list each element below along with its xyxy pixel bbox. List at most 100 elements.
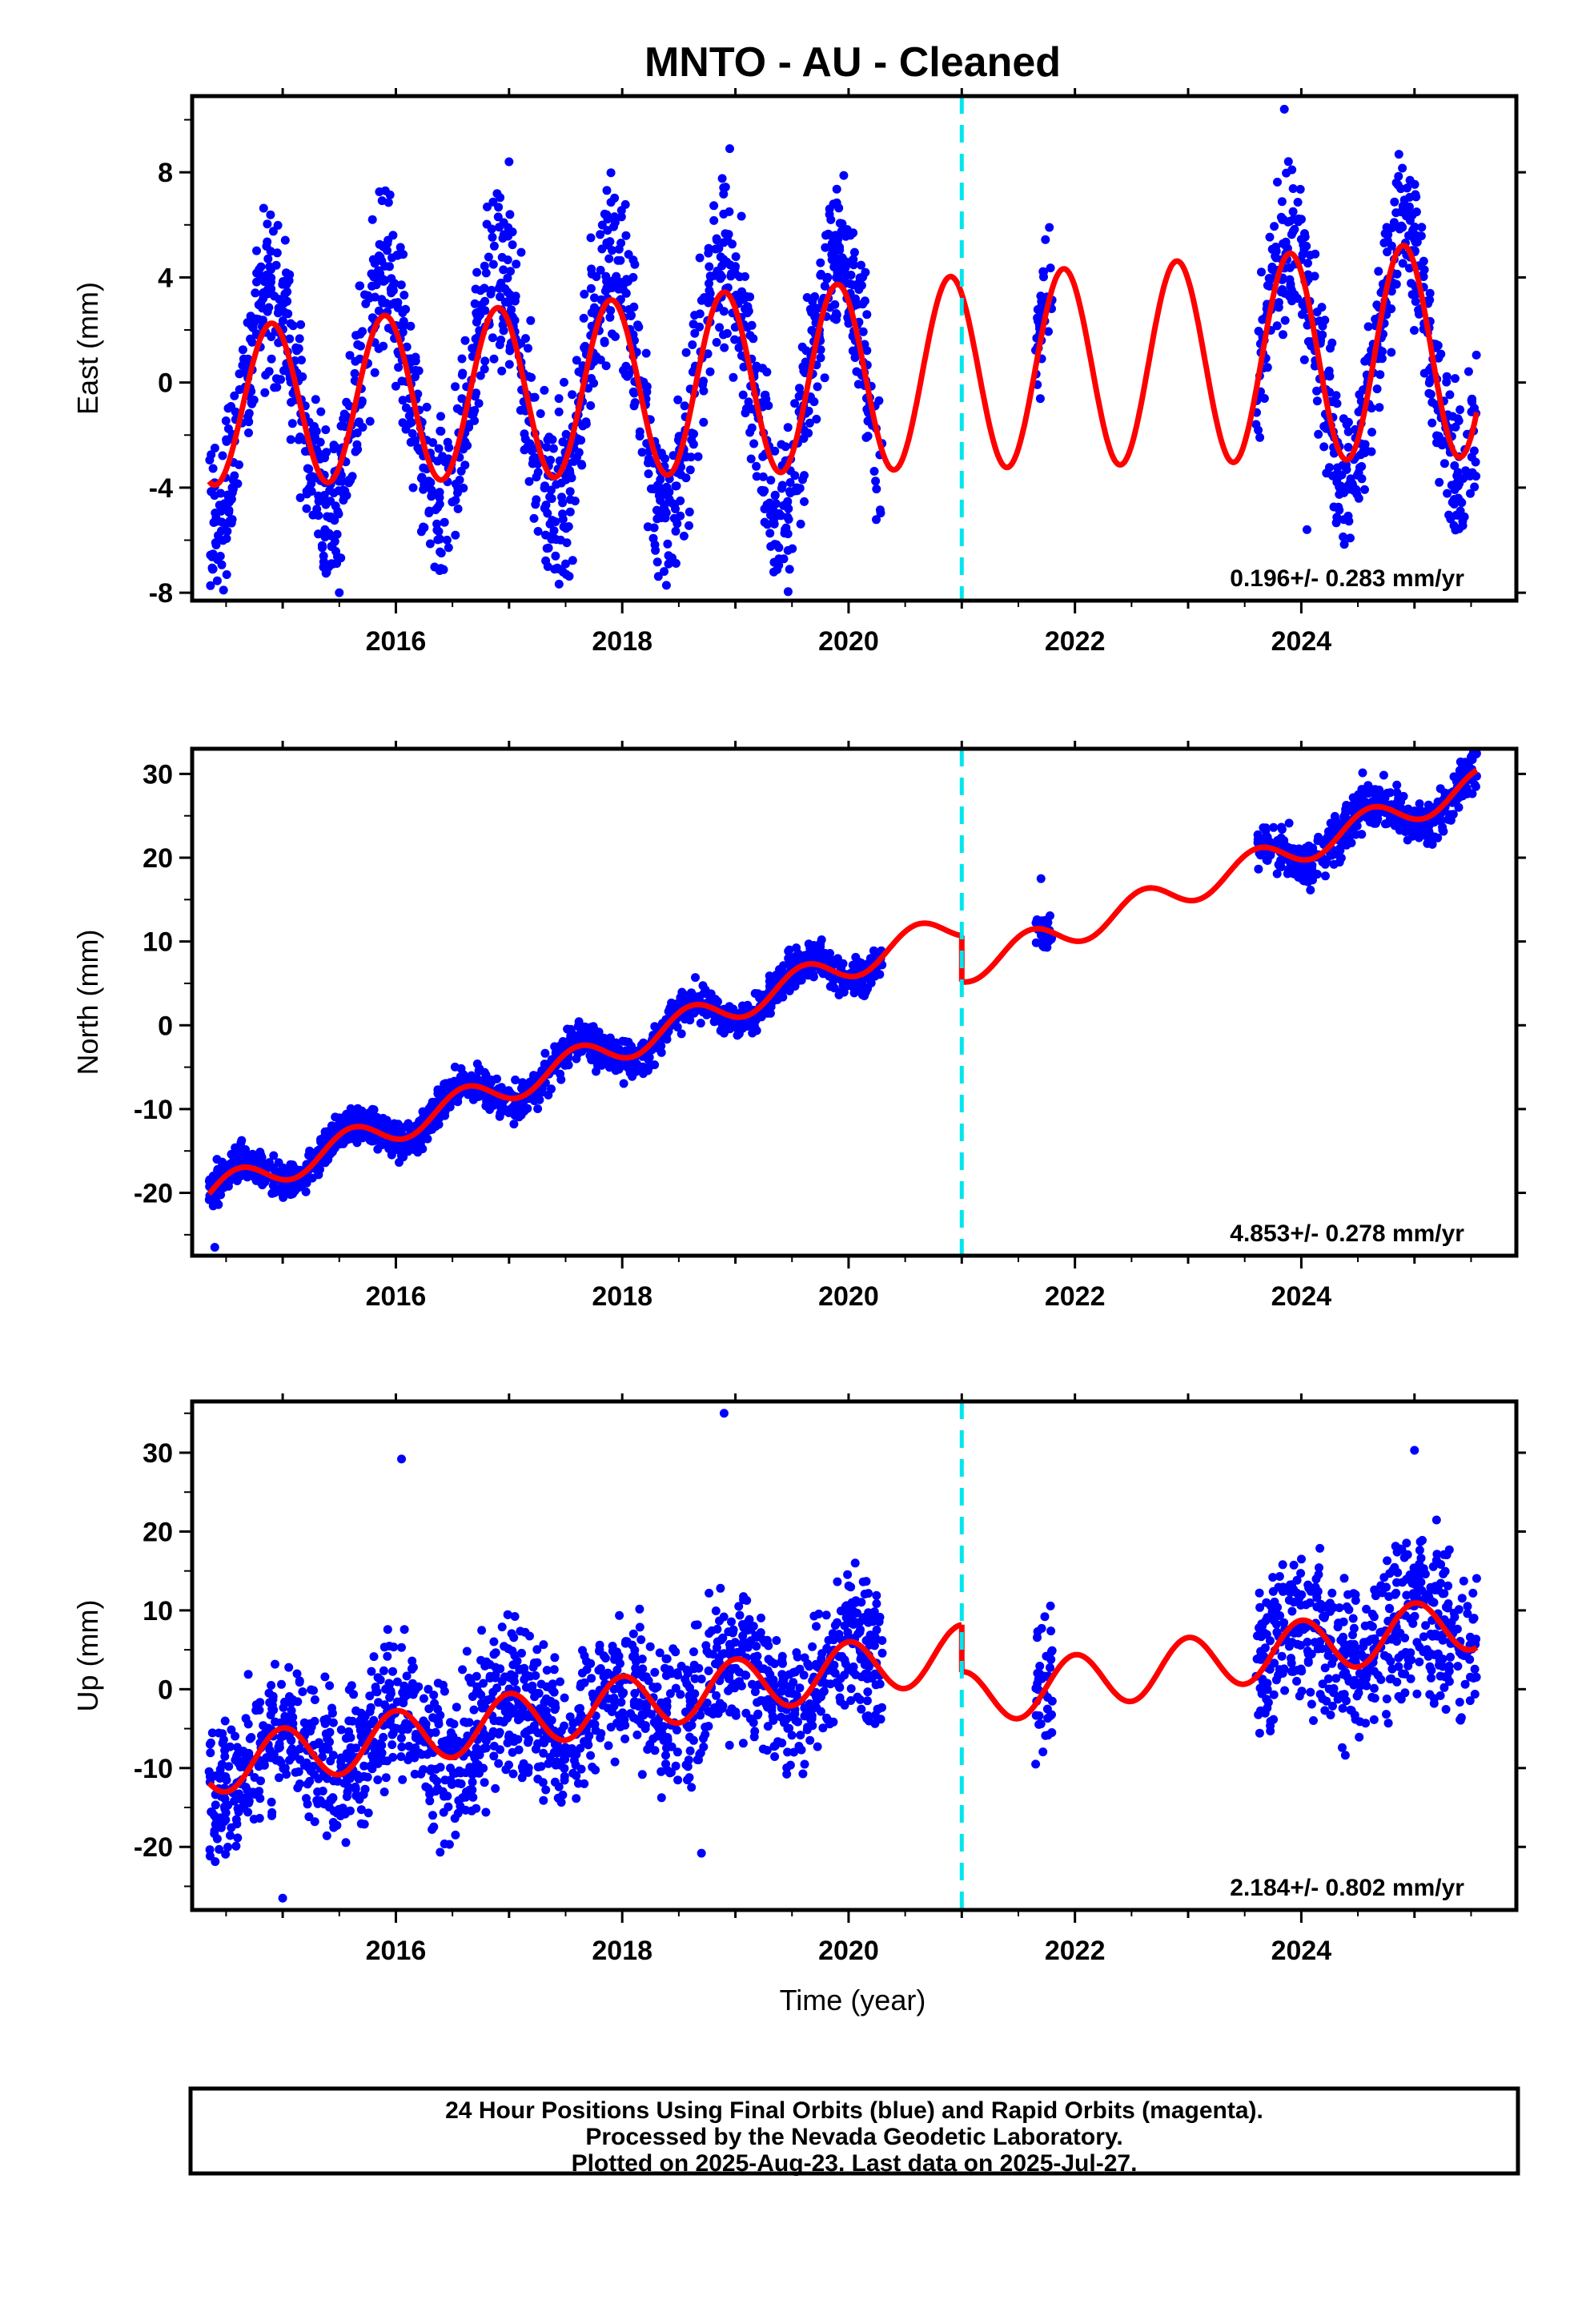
data-point	[1443, 489, 1452, 498]
data-point	[792, 943, 801, 953]
data-point	[231, 407, 240, 416]
data-point	[1423, 838, 1432, 848]
data-point	[560, 1060, 570, 1070]
data-point	[1466, 489, 1475, 498]
data-point	[1472, 350, 1481, 360]
data-point	[685, 465, 695, 475]
data-point	[677, 1029, 686, 1039]
data-point	[1415, 799, 1424, 809]
data-point	[365, 293, 375, 303]
data-point	[322, 448, 331, 457]
data-point	[769, 557, 779, 567]
data-point	[1355, 463, 1364, 472]
data-point	[729, 372, 738, 382]
data-point	[1278, 215, 1287, 224]
data-point	[815, 953, 825, 963]
data-point	[1339, 414, 1348, 424]
y-tick-label: 0	[158, 368, 173, 399]
data-point	[280, 289, 290, 299]
data-point	[252, 246, 261, 255]
data-point	[665, 494, 674, 504]
data-point	[1394, 150, 1403, 159]
data-point	[516, 247, 526, 257]
data-point	[433, 503, 443, 513]
data-point	[650, 540, 660, 549]
data-point	[1331, 518, 1341, 528]
data-point	[393, 303, 403, 312]
data-point	[496, 193, 505, 203]
data-point	[504, 223, 513, 232]
data-point	[1360, 485, 1369, 494]
data-point	[592, 272, 601, 281]
data-point	[344, 478, 354, 488]
data-point	[767, 505, 777, 515]
data-point	[1411, 207, 1421, 217]
data-point	[230, 471, 239, 480]
data-point	[679, 531, 689, 541]
data-point	[624, 250, 633, 259]
data-point	[331, 1112, 340, 1122]
data-point	[561, 1039, 570, 1048]
data-point	[382, 1116, 391, 1125]
data-point	[1281, 237, 1291, 247]
data-point	[862, 346, 872, 356]
data-point	[440, 517, 449, 527]
data-point	[460, 336, 470, 345]
data-point	[288, 1189, 298, 1199]
data-point	[561, 559, 570, 569]
data-point	[705, 1588, 714, 1598]
data-point	[295, 1180, 304, 1188]
data-point	[396, 243, 405, 252]
data-point	[391, 381, 400, 391]
data-point	[801, 428, 810, 438]
data-point	[341, 1838, 351, 1848]
data-point	[680, 401, 689, 411]
data-point	[826, 231, 836, 240]
data-point	[823, 272, 833, 282]
data-point	[383, 235, 393, 245]
data-point	[1344, 517, 1354, 526]
data-point	[544, 1090, 553, 1100]
data-point	[474, 399, 484, 408]
data-point	[486, 289, 496, 299]
data-point	[318, 1787, 327, 1795]
data-point	[540, 481, 549, 491]
data-point	[813, 1742, 822, 1751]
data-point	[302, 1794, 311, 1803]
data-point	[434, 1120, 444, 1129]
data-point	[596, 265, 605, 275]
data-point	[489, 1650, 499, 1659]
data-point	[499, 265, 508, 275]
data-point	[273, 220, 283, 230]
data-point	[1439, 459, 1449, 468]
data-point	[367, 281, 376, 291]
x-tick-label: 2024	[1271, 626, 1332, 657]
data-point	[845, 279, 855, 288]
data-point	[1331, 816, 1341, 826]
data-point	[734, 343, 744, 352]
data-point	[763, 520, 772, 529]
data-point	[1331, 391, 1341, 400]
data-point	[221, 1849, 231, 1859]
data-point	[545, 519, 555, 529]
data-point	[1319, 442, 1329, 452]
data-point	[251, 288, 260, 298]
x-tick-label: 2024	[1271, 1281, 1332, 1312]
data-point	[621, 1637, 631, 1647]
data-point	[221, 519, 231, 529]
data-point	[1458, 521, 1468, 530]
x-tick-label: 2016	[366, 626, 427, 657]
data-point	[270, 1186, 279, 1196]
data-point	[862, 1696, 872, 1706]
data-point	[783, 513, 793, 522]
data-point	[393, 1120, 403, 1129]
data-point	[402, 1671, 412, 1681]
data-point	[1293, 294, 1303, 304]
data-point	[379, 1787, 389, 1797]
data-point	[488, 333, 497, 343]
data-point	[619, 1079, 628, 1088]
data-point	[304, 1812, 314, 1822]
data-point	[715, 323, 725, 332]
data-point	[427, 485, 436, 495]
data-point	[1424, 378, 1434, 388]
